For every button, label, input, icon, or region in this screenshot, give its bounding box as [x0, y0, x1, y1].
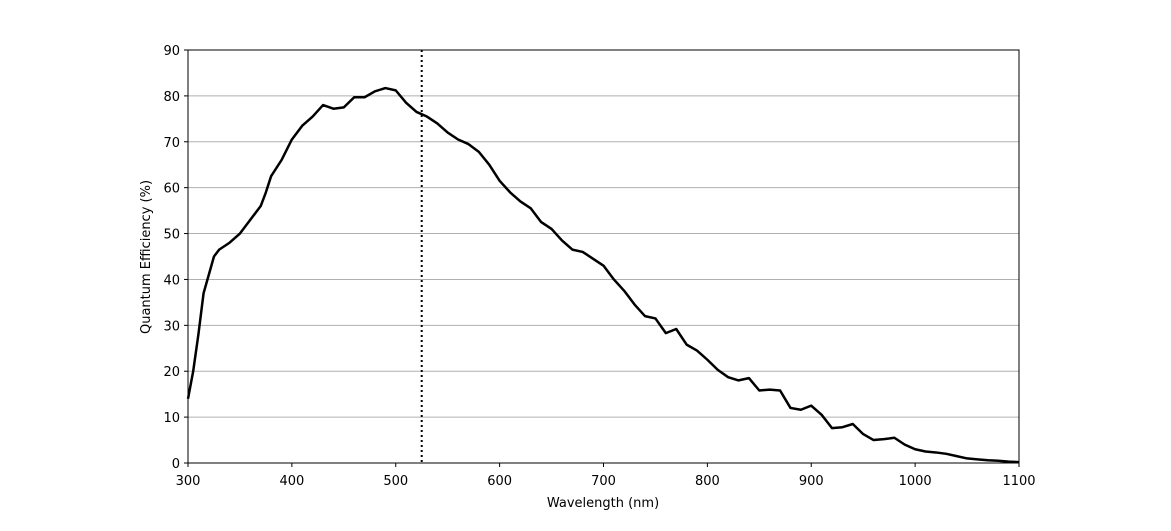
y-tick-label: 50 [163, 228, 180, 243]
x-tick-label: 300 [176, 474, 201, 489]
x-tick-label: 700 [591, 474, 616, 489]
x-tick-label: 600 [487, 474, 512, 489]
x-tick-label: 800 [695, 474, 720, 489]
y-axis-label: Quantum Efficiency (%) [139, 180, 154, 334]
y-tick-label: 70 [163, 136, 180, 151]
line-series [186, 86, 1020, 464]
x-tick-label: 1100 [1002, 474, 1035, 489]
y-tick-label: 10 [163, 411, 180, 426]
y-tick-label: 20 [163, 365, 180, 380]
x-tick-label: 500 [383, 474, 408, 489]
y-tick-label: 0 [172, 457, 180, 472]
x-tick-label: 400 [279, 474, 304, 489]
plot-frame [187, 49, 1020, 464]
y-tick-label: 40 [163, 273, 180, 288]
y-tick-label: 90 [163, 44, 180, 59]
x-tick-label: 900 [799, 474, 824, 489]
x-axis-label: Wavelength (nm) [547, 496, 659, 511]
x-tick-label: 1000 [899, 474, 932, 489]
y-tick-label: 80 [163, 90, 180, 105]
y-tick-label: 30 [163, 319, 180, 334]
y-tick-label: 60 [163, 182, 180, 197]
